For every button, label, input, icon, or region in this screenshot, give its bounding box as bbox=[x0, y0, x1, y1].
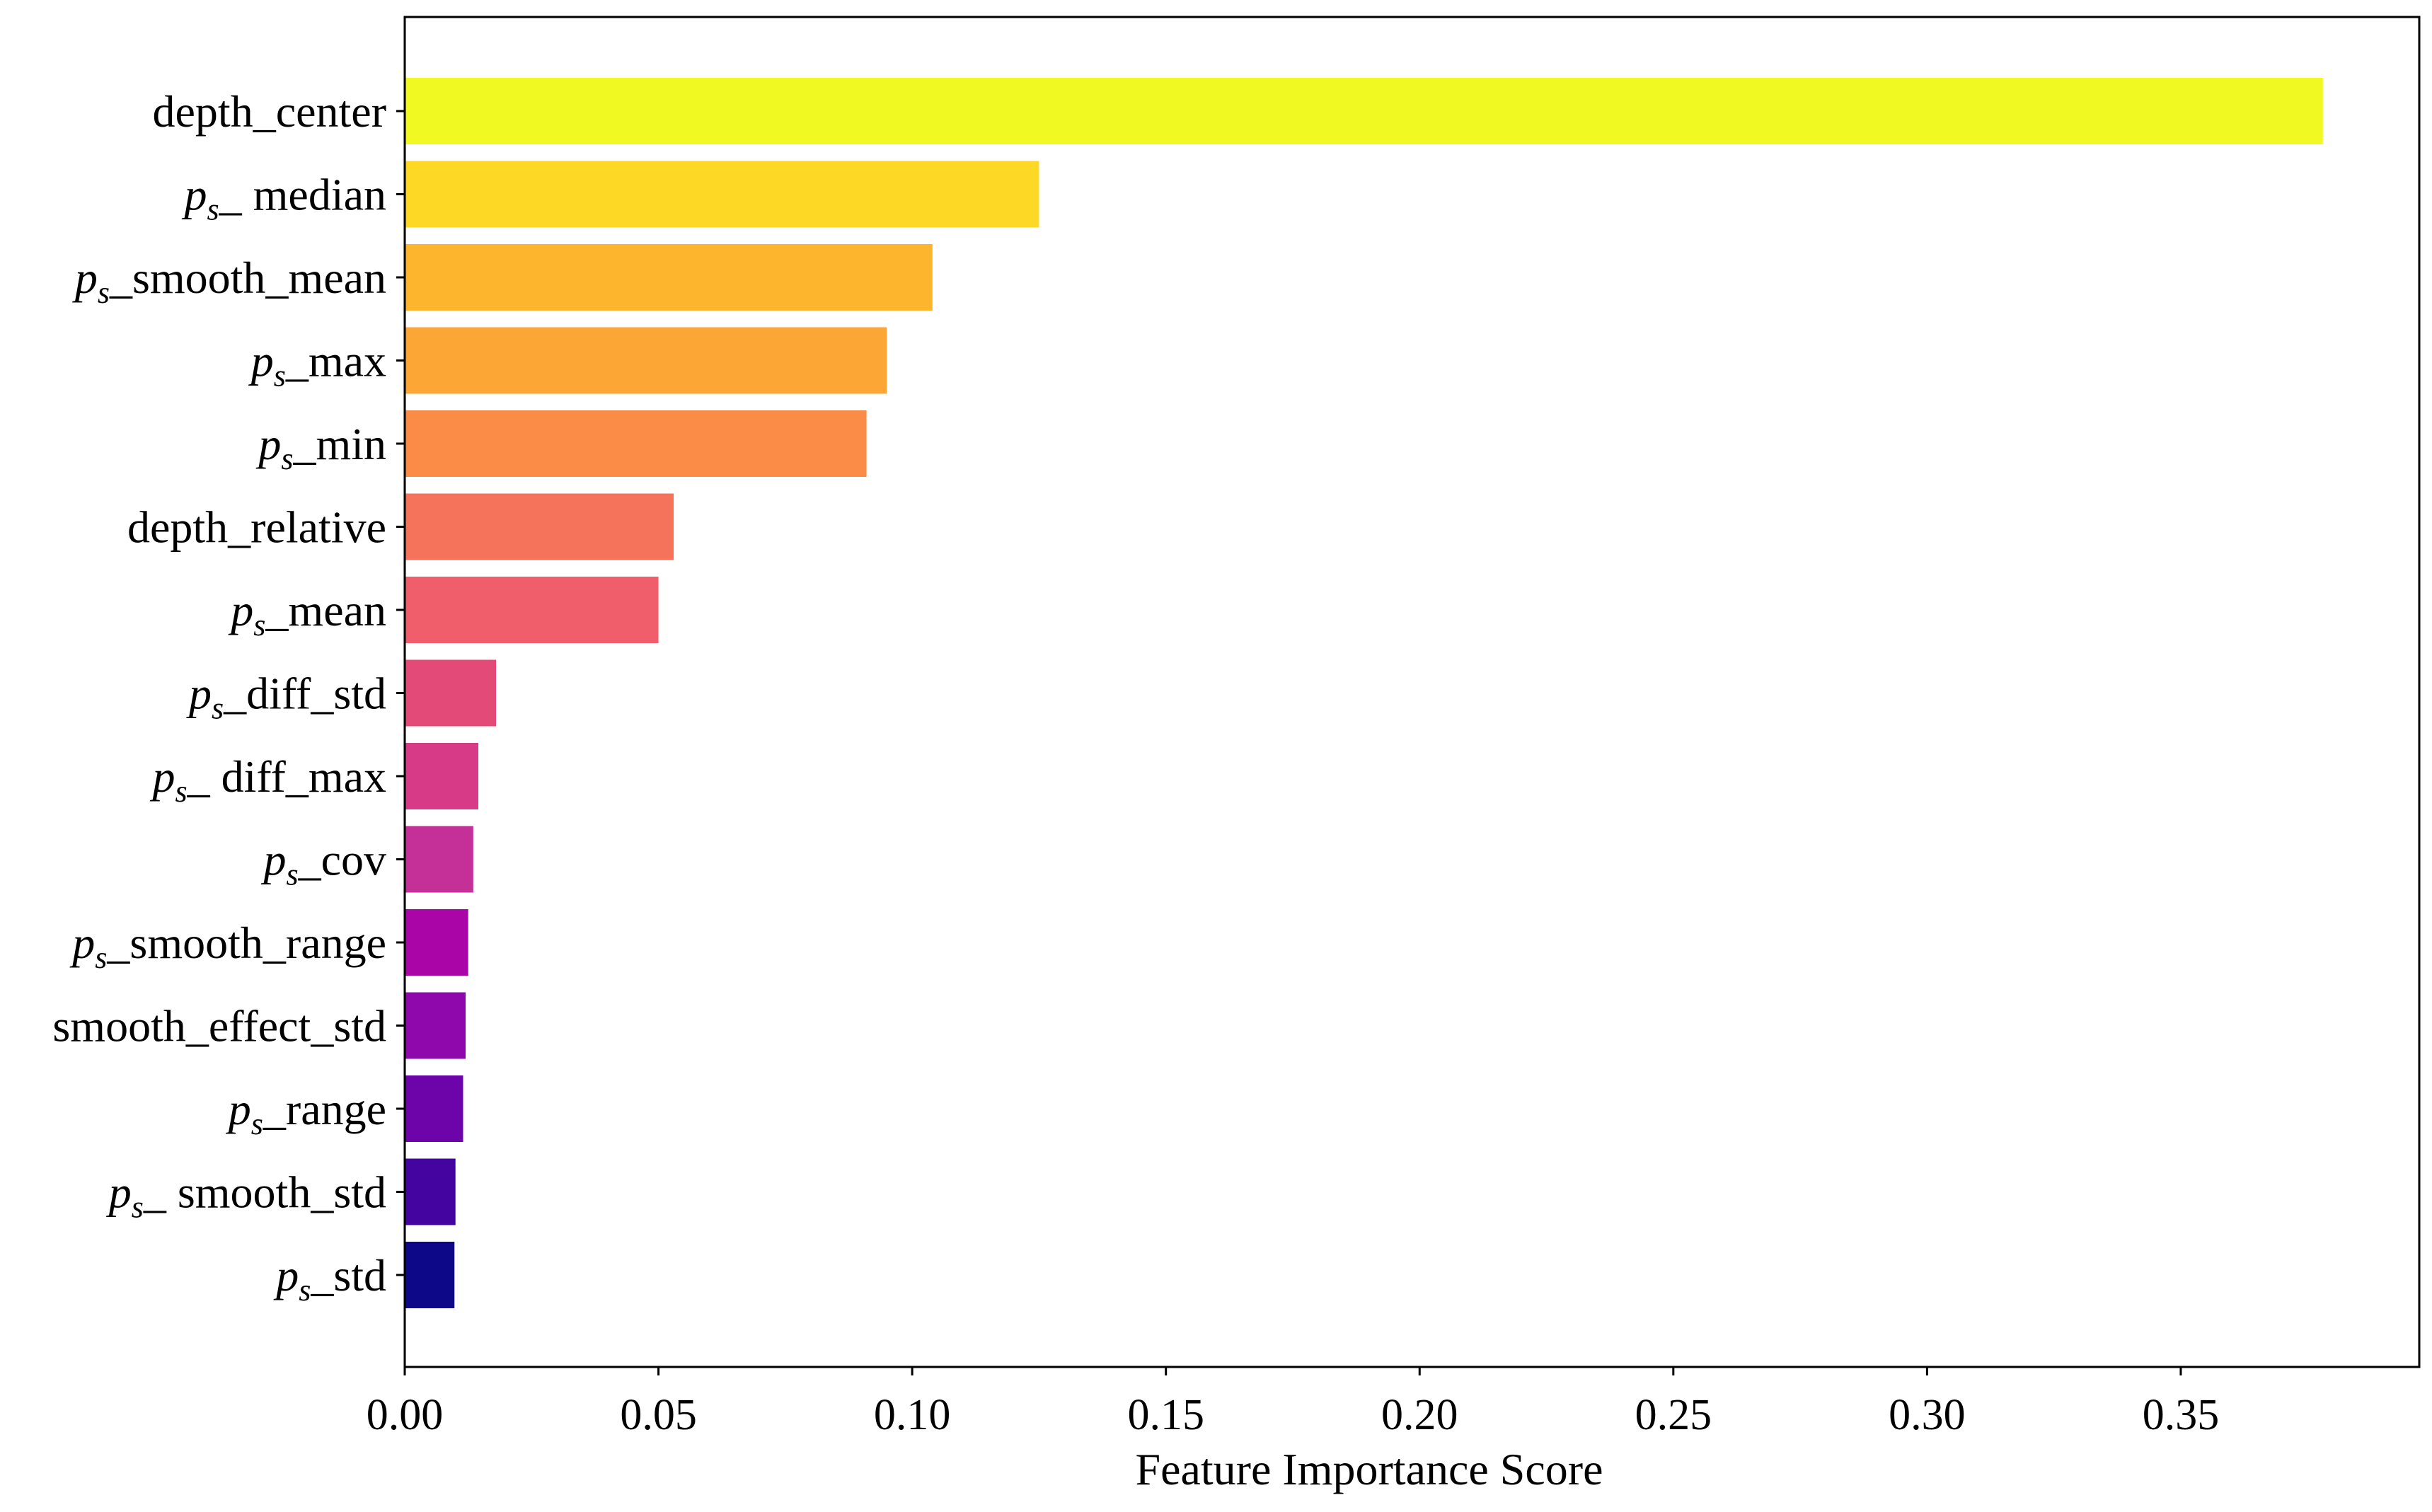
bar-9 bbox=[405, 826, 473, 893]
y-label-subscript: s bbox=[175, 774, 187, 809]
y-label-text: _mean bbox=[265, 585, 386, 635]
y-label-text: _min bbox=[292, 419, 386, 469]
y-label-symbol: p bbox=[260, 835, 286, 885]
y-tick-label: ps_ median bbox=[182, 170, 387, 227]
x-tick-label: 0.20 bbox=[1381, 1391, 1458, 1439]
y-label-text: _ median bbox=[219, 170, 386, 220]
y-label-subscript: s bbox=[274, 359, 286, 393]
y-label-text: _diff_std bbox=[223, 669, 386, 719]
y-label-symbol: p bbox=[69, 918, 95, 968]
bar-7 bbox=[405, 659, 497, 727]
bar-11 bbox=[405, 992, 466, 1059]
y-label-subscript: s bbox=[251, 1107, 263, 1141]
y-label-subscript: s bbox=[281, 442, 293, 476]
y-label-symbol: p bbox=[182, 170, 207, 220]
bar-0 bbox=[405, 78, 2323, 144]
x-tick-label: 0.35 bbox=[2143, 1391, 2220, 1439]
bar-3 bbox=[405, 327, 887, 394]
y-label-symbol: p bbox=[248, 336, 274, 386]
y-label-symbol: p bbox=[72, 253, 98, 303]
y-tick-label: ps_range bbox=[226, 1084, 386, 1141]
y-label-symbol: p bbox=[226, 1084, 251, 1134]
y-tick-label: smooth_effect_std bbox=[52, 1001, 386, 1051]
y-tick-label: depth_center bbox=[153, 86, 387, 137]
y-tick-label: ps_smooth_mean bbox=[72, 253, 386, 310]
y-label-subscript: s bbox=[286, 858, 298, 892]
bar-14 bbox=[405, 1242, 455, 1308]
y-label-subscript: s bbox=[253, 608, 265, 642]
bar-8 bbox=[405, 743, 478, 809]
x-tick-label: 0.05 bbox=[620, 1391, 697, 1439]
y-label-symbol: p bbox=[273, 1250, 299, 1300]
bar-10 bbox=[405, 909, 468, 976]
y-label-symbol: p bbox=[255, 419, 281, 469]
x-tick-label: 0.25 bbox=[1635, 1391, 1712, 1439]
y-label-text: _smooth_range bbox=[106, 918, 386, 968]
bar-4 bbox=[405, 410, 867, 477]
y-label-subscript: s bbox=[299, 1273, 311, 1308]
y-label-symbol: p bbox=[106, 1167, 132, 1218]
bar-13 bbox=[405, 1158, 456, 1225]
y-label-text: _range bbox=[263, 1084, 386, 1134]
y-label-text: _ smooth_std bbox=[143, 1167, 386, 1218]
x-tick-label: 0.15 bbox=[1127, 1391, 1204, 1439]
y-label-subscript: s bbox=[95, 940, 107, 975]
y-label-symbol: p bbox=[149, 751, 175, 802]
bar-6 bbox=[405, 577, 659, 643]
y-label-text: _max bbox=[285, 336, 386, 386]
y-tick-label: ps_smooth_range bbox=[69, 918, 386, 975]
bar-12 bbox=[405, 1075, 463, 1142]
bar-1 bbox=[405, 161, 1039, 228]
x-tick-label: 0.00 bbox=[367, 1391, 444, 1439]
bars-group bbox=[405, 78, 2323, 1308]
x-tick-label: 0.30 bbox=[1889, 1391, 1966, 1439]
y-tick-label: ps_max bbox=[248, 336, 386, 393]
y-label-subscript: s bbox=[207, 192, 219, 227]
y-tick-label: ps_min bbox=[255, 419, 386, 476]
y-label-text: _std bbox=[310, 1250, 386, 1300]
y-label-text: _ diff_max bbox=[187, 751, 386, 802]
y-label-subscript: s bbox=[98, 275, 110, 310]
x-axis-title: Feature Importance Score bbox=[1135, 1444, 1603, 1494]
y-tick-label: ps_std bbox=[273, 1250, 386, 1308]
y-tick-label: ps_ smooth_std bbox=[106, 1167, 386, 1225]
y-label-text: _cov bbox=[298, 835, 386, 885]
y-label-symbol: p bbox=[186, 669, 212, 719]
bar-5 bbox=[405, 493, 674, 560]
y-label-text: _smooth_mean bbox=[109, 253, 386, 303]
y-tick-label: ps_cov bbox=[260, 835, 386, 892]
x-ticks: 0.00 0.05 0.10 0.15 0.20 0.25 0.30 0.35 bbox=[367, 1367, 2219, 1439]
y-tick-label: depth_relative bbox=[127, 502, 386, 553]
x-tick-label: 0.10 bbox=[874, 1391, 951, 1439]
y-tick-label: ps_ diff_max bbox=[149, 751, 386, 809]
y-label-subscript: s bbox=[212, 691, 224, 726]
y-tick-label: ps_diff_std bbox=[186, 669, 386, 726]
y-tick-label: ps_mean bbox=[228, 585, 386, 642]
y-label-subscript: s bbox=[132, 1190, 144, 1225]
bar-2 bbox=[405, 244, 933, 311]
y-label-symbol: p bbox=[228, 585, 253, 635]
